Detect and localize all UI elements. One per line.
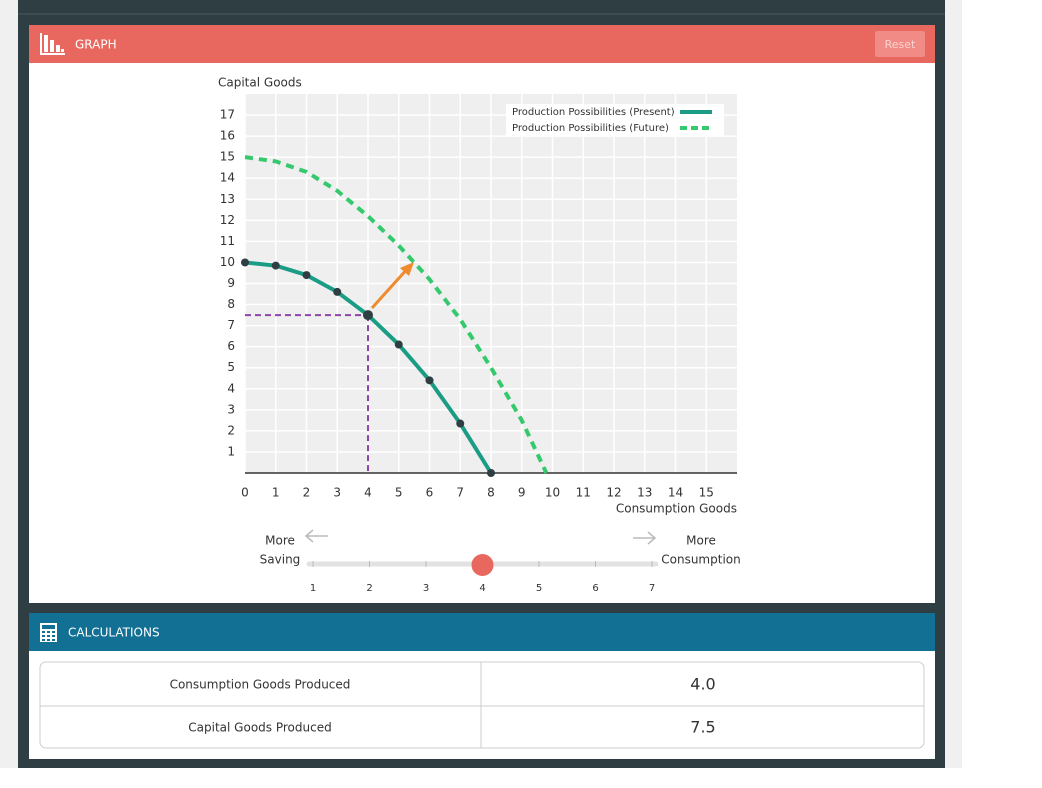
x-tick-label: 15 <box>699 486 714 500</box>
calc-header <box>29 613 935 651</box>
y-tick-label: 5 <box>227 360 235 374</box>
y-tick-label: 8 <box>227 297 235 311</box>
slider-tick-label: 3 <box>423 583 429 594</box>
x-tick-label: 8 <box>487 486 495 500</box>
x-tick-label: 1 <box>272 486 280 500</box>
x-tick-label: 11 <box>576 486 591 500</box>
x-tick-label: 3 <box>333 486 341 500</box>
y-tick-label: 9 <box>227 276 235 290</box>
y-tick-label: 6 <box>227 339 235 353</box>
graph-title: GRAPH <box>75 38 117 52</box>
point <box>394 340 403 349</box>
slider-right-label: More <box>686 534 716 548</box>
right-arrow <box>633 531 657 545</box>
point <box>363 310 373 321</box>
row-label: Capital Goods Produced <box>188 721 331 735</box>
y-tick-label: 16 <box>220 129 235 143</box>
legend-label: Production Possibilities (Future) <box>512 123 669 134</box>
slider-tick-label: 4 <box>479 583 485 594</box>
graph-icon <box>40 33 65 55</box>
point <box>241 258 249 267</box>
row-label: Consumption Goods Produced <box>170 678 351 692</box>
y-tick-label: 13 <box>220 192 235 206</box>
reset-label[interactable]: Reset <box>885 38 916 51</box>
x-tick-label: 0 <box>241 486 249 500</box>
calc-table <box>39 661 925 749</box>
x-tick-label: 12 <box>606 486 621 500</box>
x-tick-label: 13 <box>637 486 652 500</box>
y-axis-label: Capital Goods <box>218 76 302 90</box>
calc-title: CALCULATIONS <box>68 626 160 640</box>
slider-right-label: Consumption <box>661 553 740 567</box>
y-tick-label: 15 <box>220 150 235 164</box>
slider-tick-label: 2 <box>366 583 372 594</box>
slider-left-label: Saving <box>260 553 301 567</box>
series-line <box>244 155 549 474</box>
y-tick-label: 3 <box>227 402 235 416</box>
row-value: 7.5 <box>690 718 715 737</box>
graph-header <box>29 25 935 63</box>
y-tick-label: 17 <box>220 108 235 122</box>
point <box>456 419 465 428</box>
slider-tick-label: 1 <box>310 583 316 594</box>
reset-button[interactable] <box>875 31 925 57</box>
legend-box <box>506 104 724 136</box>
y-tick-label: 2 <box>227 423 235 437</box>
slider-left-label: More <box>265 534 295 548</box>
shift-arrow-head <box>400 262 414 276</box>
x-tick-label: 14 <box>668 486 683 500</box>
x-tick-label: 2 <box>303 486 311 500</box>
x-tick-label: 4 <box>364 486 372 500</box>
point <box>487 469 495 477</box>
y-tick-label: 14 <box>220 171 235 185</box>
y-tick-label: 12 <box>220 213 235 227</box>
y-tick-label: 11 <box>220 234 235 248</box>
slider-tick-label: 5 <box>536 583 542 594</box>
slider-tick-label: 6 <box>592 583 598 594</box>
y-tick-label: 1 <box>227 444 235 458</box>
point <box>302 271 311 280</box>
chart: 0 1 2 3 4 5 6 7 8 9 10 11 12 13 14 15123456789101112131… <box>218 76 737 516</box>
slider-handle[interactable] <box>471 554 494 576</box>
x-tick-label: 6 <box>426 486 434 500</box>
slider-tick-label: 7 <box>649 583 655 594</box>
y-tick-label: 4 <box>227 381 235 395</box>
shift-arrow <box>370 265 411 310</box>
legend-label: Production Possibilities (Present) <box>512 107 675 118</box>
point <box>271 261 280 270</box>
calc-icon <box>40 623 57 642</box>
x-tick-label: 7 <box>456 486 464 500</box>
row-value: 4.0 <box>690 675 715 694</box>
x-axis-label: Consumption Goods <box>616 502 737 516</box>
point <box>425 376 434 385</box>
left-arrow <box>304 529 328 543</box>
x-tick-label: 10 <box>545 486 560 500</box>
x-tick-label: 5 <box>395 486 403 500</box>
point <box>333 287 342 296</box>
x-tick-label: 9 <box>518 486 526 500</box>
y-tick-label: 10 <box>220 255 235 269</box>
y-tick-label: 7 <box>227 318 235 332</box>
